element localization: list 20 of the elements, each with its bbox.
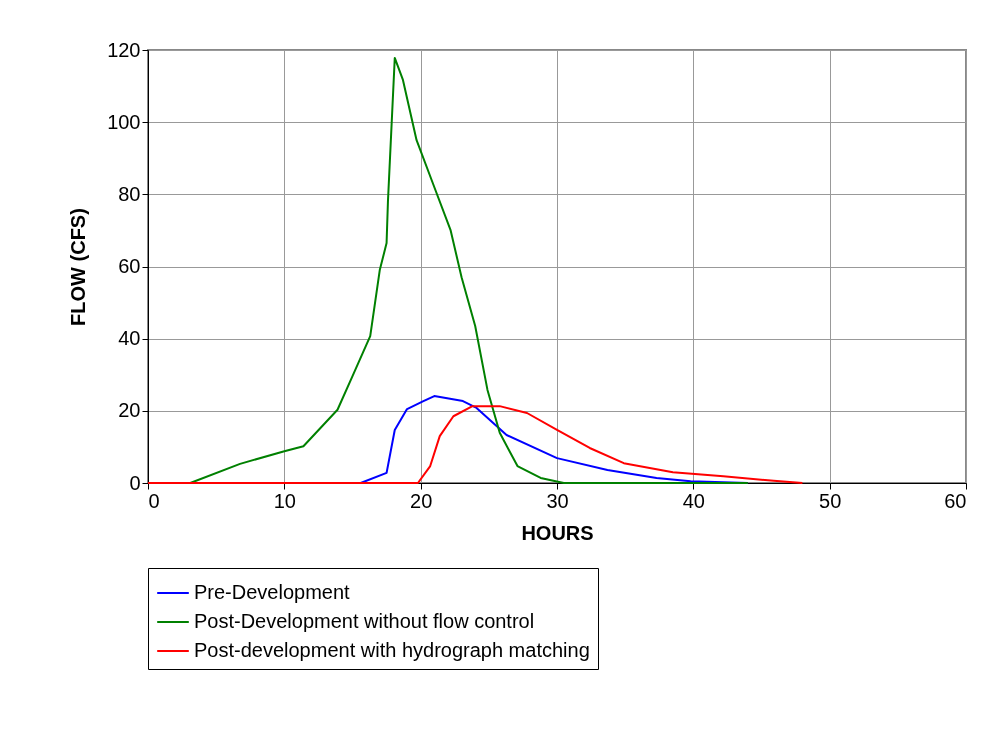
x-tick-label: 30	[546, 489, 569, 512]
x-tick-label: 20	[410, 489, 433, 512]
y-tick-label: 80	[118, 182, 141, 205]
y-tick-label: 40	[118, 327, 141, 350]
y-axis-title: FLOW (CFS)	[67, 208, 90, 326]
legend-label: Post-development with hydrograph matching	[194, 639, 590, 661]
line-series	[147, 405, 804, 484]
y-tick-label: 20	[118, 399, 141, 422]
x-tick-label: 60	[944, 489, 967, 512]
x-tick-label: 10	[273, 489, 296, 512]
legend-label: Pre-Development	[194, 581, 351, 603]
y-tick-label: 100	[107, 110, 141, 133]
legend-label: Post-Development without flow control	[194, 610, 535, 632]
y-tick-label: 60	[118, 255, 141, 277]
x-tick-label: 50	[819, 489, 842, 512]
x-axis-title: HOURS	[521, 521, 594, 544]
x-tick-label: 40	[682, 489, 705, 512]
y-tick-label: 0	[129, 471, 141, 494]
y-tick-label: 120	[107, 38, 141, 61]
x-tick-label: 0	[148, 489, 160, 512]
